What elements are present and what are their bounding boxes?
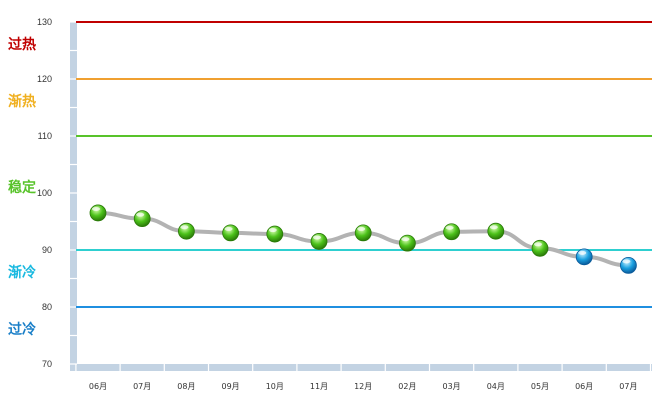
data-point-highlight [578, 250, 587, 255]
series-layer [89, 204, 637, 274]
axis-bars [70, 21, 652, 371]
data-point-highlight [401, 237, 410, 242]
x-axis-ticks: 06月 07月 08月 09月 10月 11月 12月 02月 03月 04月 05月 06月 07月 [89, 382, 638, 391]
x-tick-label: 09月 [222, 382, 240, 391]
data-point-highlight [534, 242, 542, 247]
y-tick-label: 120 [37, 74, 52, 84]
y-tick-label: 80 [42, 302, 52, 312]
y-tick-label: 90 [42, 245, 52, 255]
x-tick-label: 04月 [487, 382, 505, 391]
zone-label-overcool: 过冷 [8, 322, 36, 338]
zone-label-stable: 稳定 [8, 180, 36, 196]
data-point-highlight [489, 225, 498, 230]
x-tick-label: 12月 [354, 382, 372, 391]
x-tick-label: 06月 [89, 382, 107, 391]
data-point-highlight [313, 235, 321, 240]
y-tick-label: 110 [38, 131, 52, 141]
y-tick-label: 130 [37, 17, 52, 27]
y-tick-label: 100 [37, 188, 52, 198]
y-tick-label: 70 [42, 359, 52, 369]
x-tick-label: 06月 [575, 382, 593, 391]
data-point-highlight [180, 225, 189, 230]
data-point-highlight [268, 228, 277, 233]
x-tick-label: 11月 [310, 382, 328, 391]
zone-label-warming: 渐热 [8, 94, 36, 110]
threshold-lines [76, 21, 652, 308]
data-point-highlight [92, 206, 100, 211]
zone-label-cooling: 渐冷 [8, 265, 36, 281]
x-tick-label: 07月 [133, 382, 151, 391]
x-tick-label: 10月 [266, 382, 284, 391]
data-point-highlight [445, 225, 454, 230]
x-tick-label: 05月 [531, 382, 549, 391]
data-point-highlight [136, 212, 145, 217]
x-tick-label: 08月 [177, 382, 195, 391]
zone-label-overheat: 过热 [8, 37, 36, 53]
y-axis-ticks: 70 80 90 100 110 120 130 [37, 17, 52, 369]
x-tick-label: 02月 [398, 382, 416, 391]
x-tick-label: 07月 [619, 382, 637, 391]
data-point-highlight [357, 226, 366, 231]
data-point-highlight [224, 226, 233, 231]
x-axis-bar [70, 364, 652, 371]
x-tick-label: 03月 [443, 382, 461, 391]
data-point-highlight [622, 259, 631, 264]
y-axis-bar [70, 22, 77, 370]
